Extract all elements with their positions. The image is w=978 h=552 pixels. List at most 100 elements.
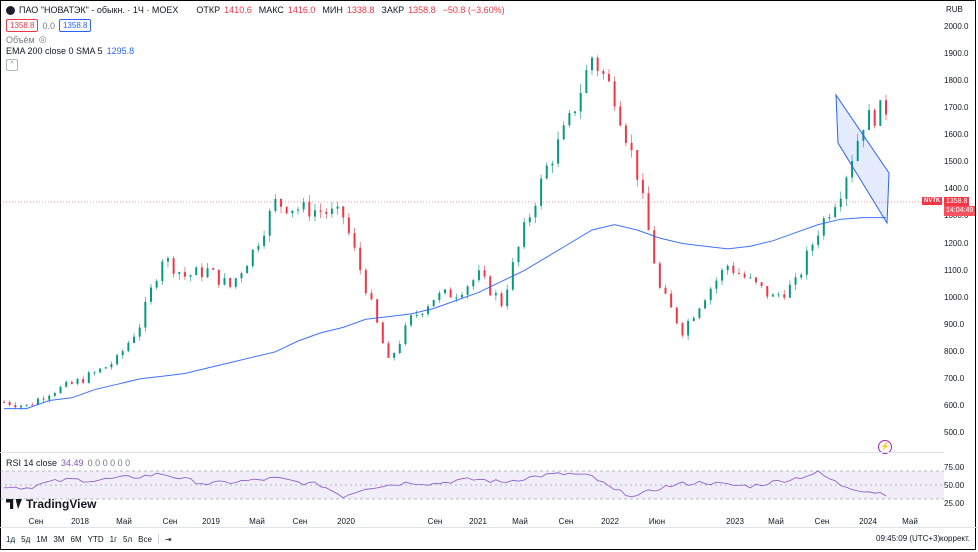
ema-label[interactable]: EMA 200 close 0 SMA 5	[6, 46, 103, 56]
candle-body	[53, 393, 56, 396]
time-label: 2022	[601, 517, 619, 526]
range-1d[interactable]: 1д	[6, 534, 16, 544]
candle-body	[229, 278, 232, 287]
time-label: Май	[768, 517, 784, 526]
range-1y[interactable]: 1г	[109, 534, 117, 544]
range-5d[interactable]: 5д	[21, 534, 31, 544]
candle-body	[381, 322, 384, 344]
range-3m[interactable]: 3М	[53, 534, 65, 544]
candle-body	[93, 372, 96, 374]
candle-body	[845, 177, 848, 199]
price-tick: 1800.0	[944, 76, 969, 86]
candle-body	[319, 210, 322, 212]
range-1m[interactable]: 1М	[36, 534, 48, 544]
candle-body	[483, 270, 486, 277]
candle-body	[506, 289, 509, 307]
candle-body	[455, 297, 458, 299]
rsi-tick: 75.00	[944, 463, 965, 472]
candle-body	[189, 275, 192, 277]
candle-body	[704, 300, 707, 309]
candle-body	[110, 364, 113, 368]
clock-time[interactable]: 09:45:09 (UTC+3)	[876, 534, 941, 543]
candle-body	[223, 278, 226, 285]
time-label: Сен	[558, 517, 574, 526]
candle-body	[206, 268, 209, 278]
adjust-button[interactable]: коррект.	[940, 534, 970, 543]
price-chart[interactable]	[0, 18, 944, 448]
candle-body	[353, 233, 356, 248]
candle-body	[494, 293, 497, 296]
time-label: 2018	[71, 517, 89, 526]
candle-body	[410, 315, 413, 326]
candle-body	[879, 100, 882, 126]
candle-body	[839, 198, 842, 208]
low-value: 1338.8	[346, 5, 375, 15]
candle-body	[596, 57, 599, 72]
ema-value: 1295.8	[106, 46, 135, 56]
candle-body	[647, 193, 650, 231]
high-value: 1416.0	[287, 5, 316, 15]
candle-body	[749, 277, 752, 279]
tradingview-logo[interactable]: TradingView	[6, 497, 96, 511]
volume-label[interactable]: Объём	[6, 34, 35, 45]
candle-body	[195, 267, 198, 276]
candle-body	[817, 235, 820, 245]
ema-legend: EMA 200 close 0 SMA 5 1295.8	[6, 46, 134, 56]
price-tick: 500.0	[944, 428, 965, 437]
candle-body	[523, 222, 526, 247]
candle-body	[687, 320, 690, 336]
candle-body	[25, 404, 28, 406]
bid-ask-row: 1358.8 0.0 1358.8	[6, 19, 92, 32]
candle-body	[268, 210, 271, 236]
tradingview-logo-icon	[6, 499, 22, 509]
time-label: 2024	[859, 517, 877, 526]
rsi-value: 34.49	[61, 458, 84, 468]
candle-body	[557, 139, 560, 164]
candle-body	[472, 280, 475, 287]
candle-body	[212, 268, 215, 270]
price-tick: 1200.0	[944, 238, 969, 248]
pane-divider[interactable]	[0, 452, 944, 453]
goto-date-icon[interactable]: ⇥	[164, 534, 172, 544]
price-tick: 800.0	[944, 346, 965, 356]
candle-body	[398, 344, 401, 354]
lightning-icon[interactable]: ⚡	[878, 440, 892, 454]
symbol-title[interactable]: ПАО "НОВАТЭК" - обыкн. · 1Ч · MOEX	[19, 5, 179, 15]
range-all[interactable]: Все	[138, 534, 152, 544]
spread-value: 0.0	[42, 20, 55, 31]
candle-body	[658, 263, 661, 288]
candle-body	[234, 278, 237, 287]
candle-body	[36, 398, 39, 405]
rsi-chart[interactable]	[0, 463, 944, 511]
range-5y[interactable]: 5л	[123, 534, 133, 544]
candles-group	[3, 55, 887, 410]
candle-body	[619, 106, 622, 126]
symbol-price-tag: NVTK	[922, 197, 943, 205]
eye-slash-icon[interactable]: ◎	[38, 34, 47, 44]
candle-body	[562, 125, 565, 140]
currency-label[interactable]: RUB	[946, 5, 963, 14]
candle-body	[500, 293, 503, 307]
range-toolbar: 1д 5д 1М 3М 6М YTD 1г 5л Все ⇥	[6, 534, 172, 544]
candle-body	[721, 270, 724, 281]
price-tick: 1600.0	[944, 130, 969, 140]
range-ytd[interactable]: YTD	[87, 534, 104, 544]
rsi-extra: 0 0 0 0 0 0	[87, 458, 131, 468]
candle-body	[70, 381, 73, 384]
tradingview-brand-name: TradingView	[26, 497, 97, 511]
range-6m[interactable]: 6М	[70, 534, 82, 544]
sell-price-box[interactable]: 1358.8	[6, 19, 39, 32]
descending-channel	[835, 93, 890, 225]
candle-body	[138, 327, 141, 337]
time-label: Сен	[814, 517, 830, 526]
symbol-logo-icon	[6, 5, 15, 15]
rsi-tick: 25.00	[944, 499, 965, 508]
candle-body	[885, 100, 887, 115]
candle-body	[280, 198, 283, 207]
candle-body	[178, 272, 181, 274]
candle-body	[681, 323, 684, 336]
current-price-tag: 1358.8	[944, 197, 970, 207]
rsi-label[interactable]: RSI 14 close	[6, 458, 58, 468]
chevron-up-icon[interactable]: ^	[6, 59, 18, 71]
buy-price-box[interactable]: 1358.8	[58, 19, 92, 32]
